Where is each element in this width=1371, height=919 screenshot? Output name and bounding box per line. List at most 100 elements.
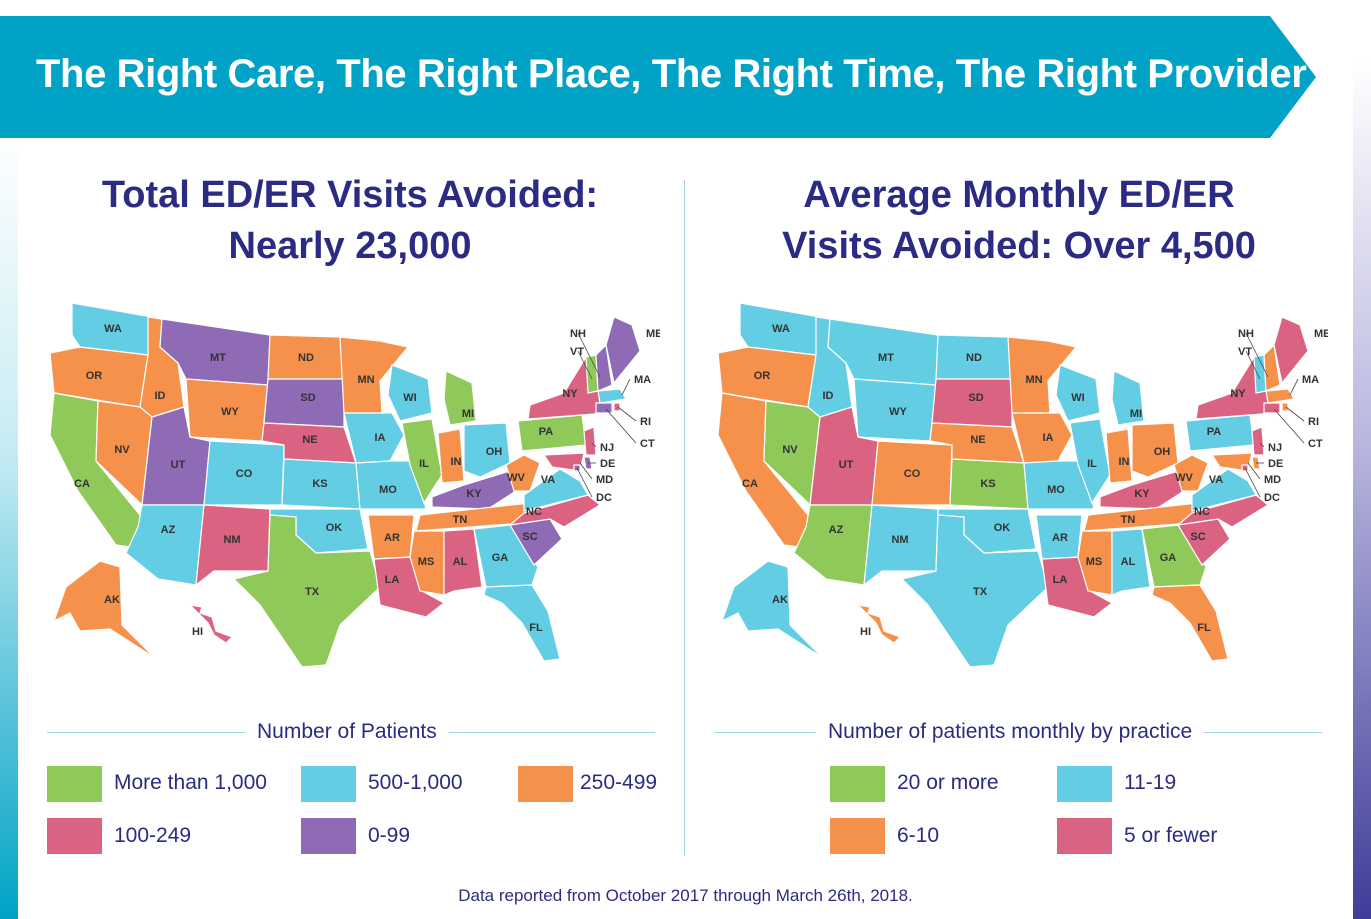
state-label-md: MD <box>1264 474 1281 486</box>
state-label-ks: KS <box>312 478 327 490</box>
callout-line-ma <box>621 378 631 396</box>
state-label-wy: WY <box>221 406 239 418</box>
callout-line-dc <box>576 467 593 498</box>
callout-line-nh <box>1245 332 1269 378</box>
right-legend-header: Number of patients monthly by practice <box>714 720 1322 744</box>
state-wv <box>1173 454 1209 492</box>
state-label-ar: AR <box>384 532 400 544</box>
right-panel-title: Average Monthly ED/ER Visits Avoided: Ov… <box>709 170 1329 272</box>
state-wi <box>1055 364 1101 422</box>
state-label-ma: MA <box>1302 374 1319 386</box>
left-edge-gradient <box>0 130 18 919</box>
state-label-nh: NH <box>1238 328 1254 340</box>
state-nj <box>1251 426 1265 456</box>
state-me <box>605 316 641 385</box>
state-label-ia: IA <box>1043 432 1054 444</box>
callout-line-nj <box>1259 442 1265 448</box>
state-label-me: ME <box>646 328 660 340</box>
state-ma <box>597 388 627 404</box>
state-label-wv: WV <box>507 472 525 484</box>
panel-divider <box>684 180 685 856</box>
state-label-mn: MN <box>357 374 374 386</box>
callout-line-ri <box>617 406 637 422</box>
state-label-hi: HI <box>192 626 203 638</box>
legend-swatch-250-499 <box>518 766 573 802</box>
state-va <box>1191 468 1257 512</box>
state-label-mo: MO <box>379 484 397 496</box>
state-label-al: AL <box>453 556 468 568</box>
state-label-ri: RI <box>640 416 651 428</box>
state-ms <box>1077 530 1113 596</box>
state-label-ma: MA <box>634 374 651 386</box>
legend-swatch-0-99 <box>301 818 356 854</box>
state-label-il: IL <box>1087 458 1097 470</box>
state-label-me: ME <box>1314 328 1328 340</box>
state-oh <box>463 422 511 478</box>
state-label-ia: IA <box>375 432 386 444</box>
state-ct <box>595 402 613 414</box>
state-label-va: VA <box>1209 474 1224 486</box>
legend-label-5-or-fewer: 5 or fewer <box>1124 824 1218 847</box>
state-label-or: OR <box>86 370 103 382</box>
state-label-pa: PA <box>539 426 554 438</box>
state-il <box>401 418 443 505</box>
state-va <box>523 468 589 512</box>
state-label-wa: WA <box>772 323 790 335</box>
state-label-mi: MI <box>462 408 474 420</box>
state-label-ok: OK <box>326 522 343 534</box>
state-nh <box>1263 343 1281 392</box>
state-label-sd: SD <box>300 392 315 404</box>
state-label-vt: VT <box>1238 346 1252 358</box>
callout-line-nh <box>577 332 601 378</box>
state-label-sc: SC <box>1190 531 1205 543</box>
state-label-de: DE <box>600 458 615 470</box>
legend-label-500-1000: 500-1,000 <box>368 771 463 794</box>
callout-line-ct <box>605 408 637 444</box>
state-label-ak: AK <box>772 594 788 606</box>
state-label-ca: CA <box>74 478 90 490</box>
state-label-fl: FL <box>529 622 543 634</box>
state-label-nc: NC <box>526 506 542 518</box>
state-ma <box>1265 388 1295 404</box>
callout-line-ma <box>1289 378 1299 396</box>
state-label-pa: PA <box>1207 426 1222 438</box>
state-label-oh: OH <box>1154 446 1171 458</box>
state-wv <box>505 454 541 492</box>
right-title-line2: Visits Avoided: Over 4,500 <box>782 225 1256 267</box>
callout-line-md <box>579 462 593 480</box>
state-mi <box>443 370 477 426</box>
state-label-ar: AR <box>1052 532 1068 544</box>
state-fl <box>483 584 561 662</box>
right-edge-gradient <box>1353 60 1371 919</box>
legend-label-6-10: 6-10 <box>897 824 940 847</box>
state-tx <box>232 514 381 668</box>
state-tx <box>900 514 1049 668</box>
state-label-ky: KY <box>1134 488 1150 500</box>
state-label-wa: WA <box>104 323 122 335</box>
callout-line-ri <box>1285 406 1305 422</box>
state-label-al: AL <box>1121 556 1136 568</box>
state-label-nm: NM <box>891 534 908 546</box>
state-label-in: IN <box>451 456 462 468</box>
state-label-mt: MT <box>878 352 894 364</box>
state-label-dc: DC <box>596 492 612 504</box>
callout-line-vt <box>1245 350 1261 380</box>
state-label-la: LA <box>385 574 400 586</box>
callout-line-md <box>1247 462 1261 480</box>
legend-swatch-100-249 <box>47 818 102 854</box>
state-label-az: AZ <box>161 524 176 536</box>
state-label-il: IL <box>419 458 429 470</box>
state-label-co: CO <box>904 468 921 480</box>
state-nm <box>195 504 271 587</box>
state-label-dc: DC <box>1264 492 1280 504</box>
state-in <box>437 428 465 484</box>
state-label-tn: TN <box>1121 514 1136 526</box>
state-nm <box>863 504 939 587</box>
state-label-de: DE <box>1268 458 1283 470</box>
us-map-total-visits: WA OR ID MT WY NV UT CA AZ CO NM ND SD NE KS OK TX MN IA MO… <box>49 302 660 672</box>
state-me <box>1273 316 1309 385</box>
legend-label-20-or-more: 20 or more <box>897 771 999 794</box>
state-label-ga: GA <box>492 552 509 564</box>
left-title-line2: Nearly 23,000 <box>228 225 472 267</box>
state-label-mn: MN <box>1025 374 1042 386</box>
